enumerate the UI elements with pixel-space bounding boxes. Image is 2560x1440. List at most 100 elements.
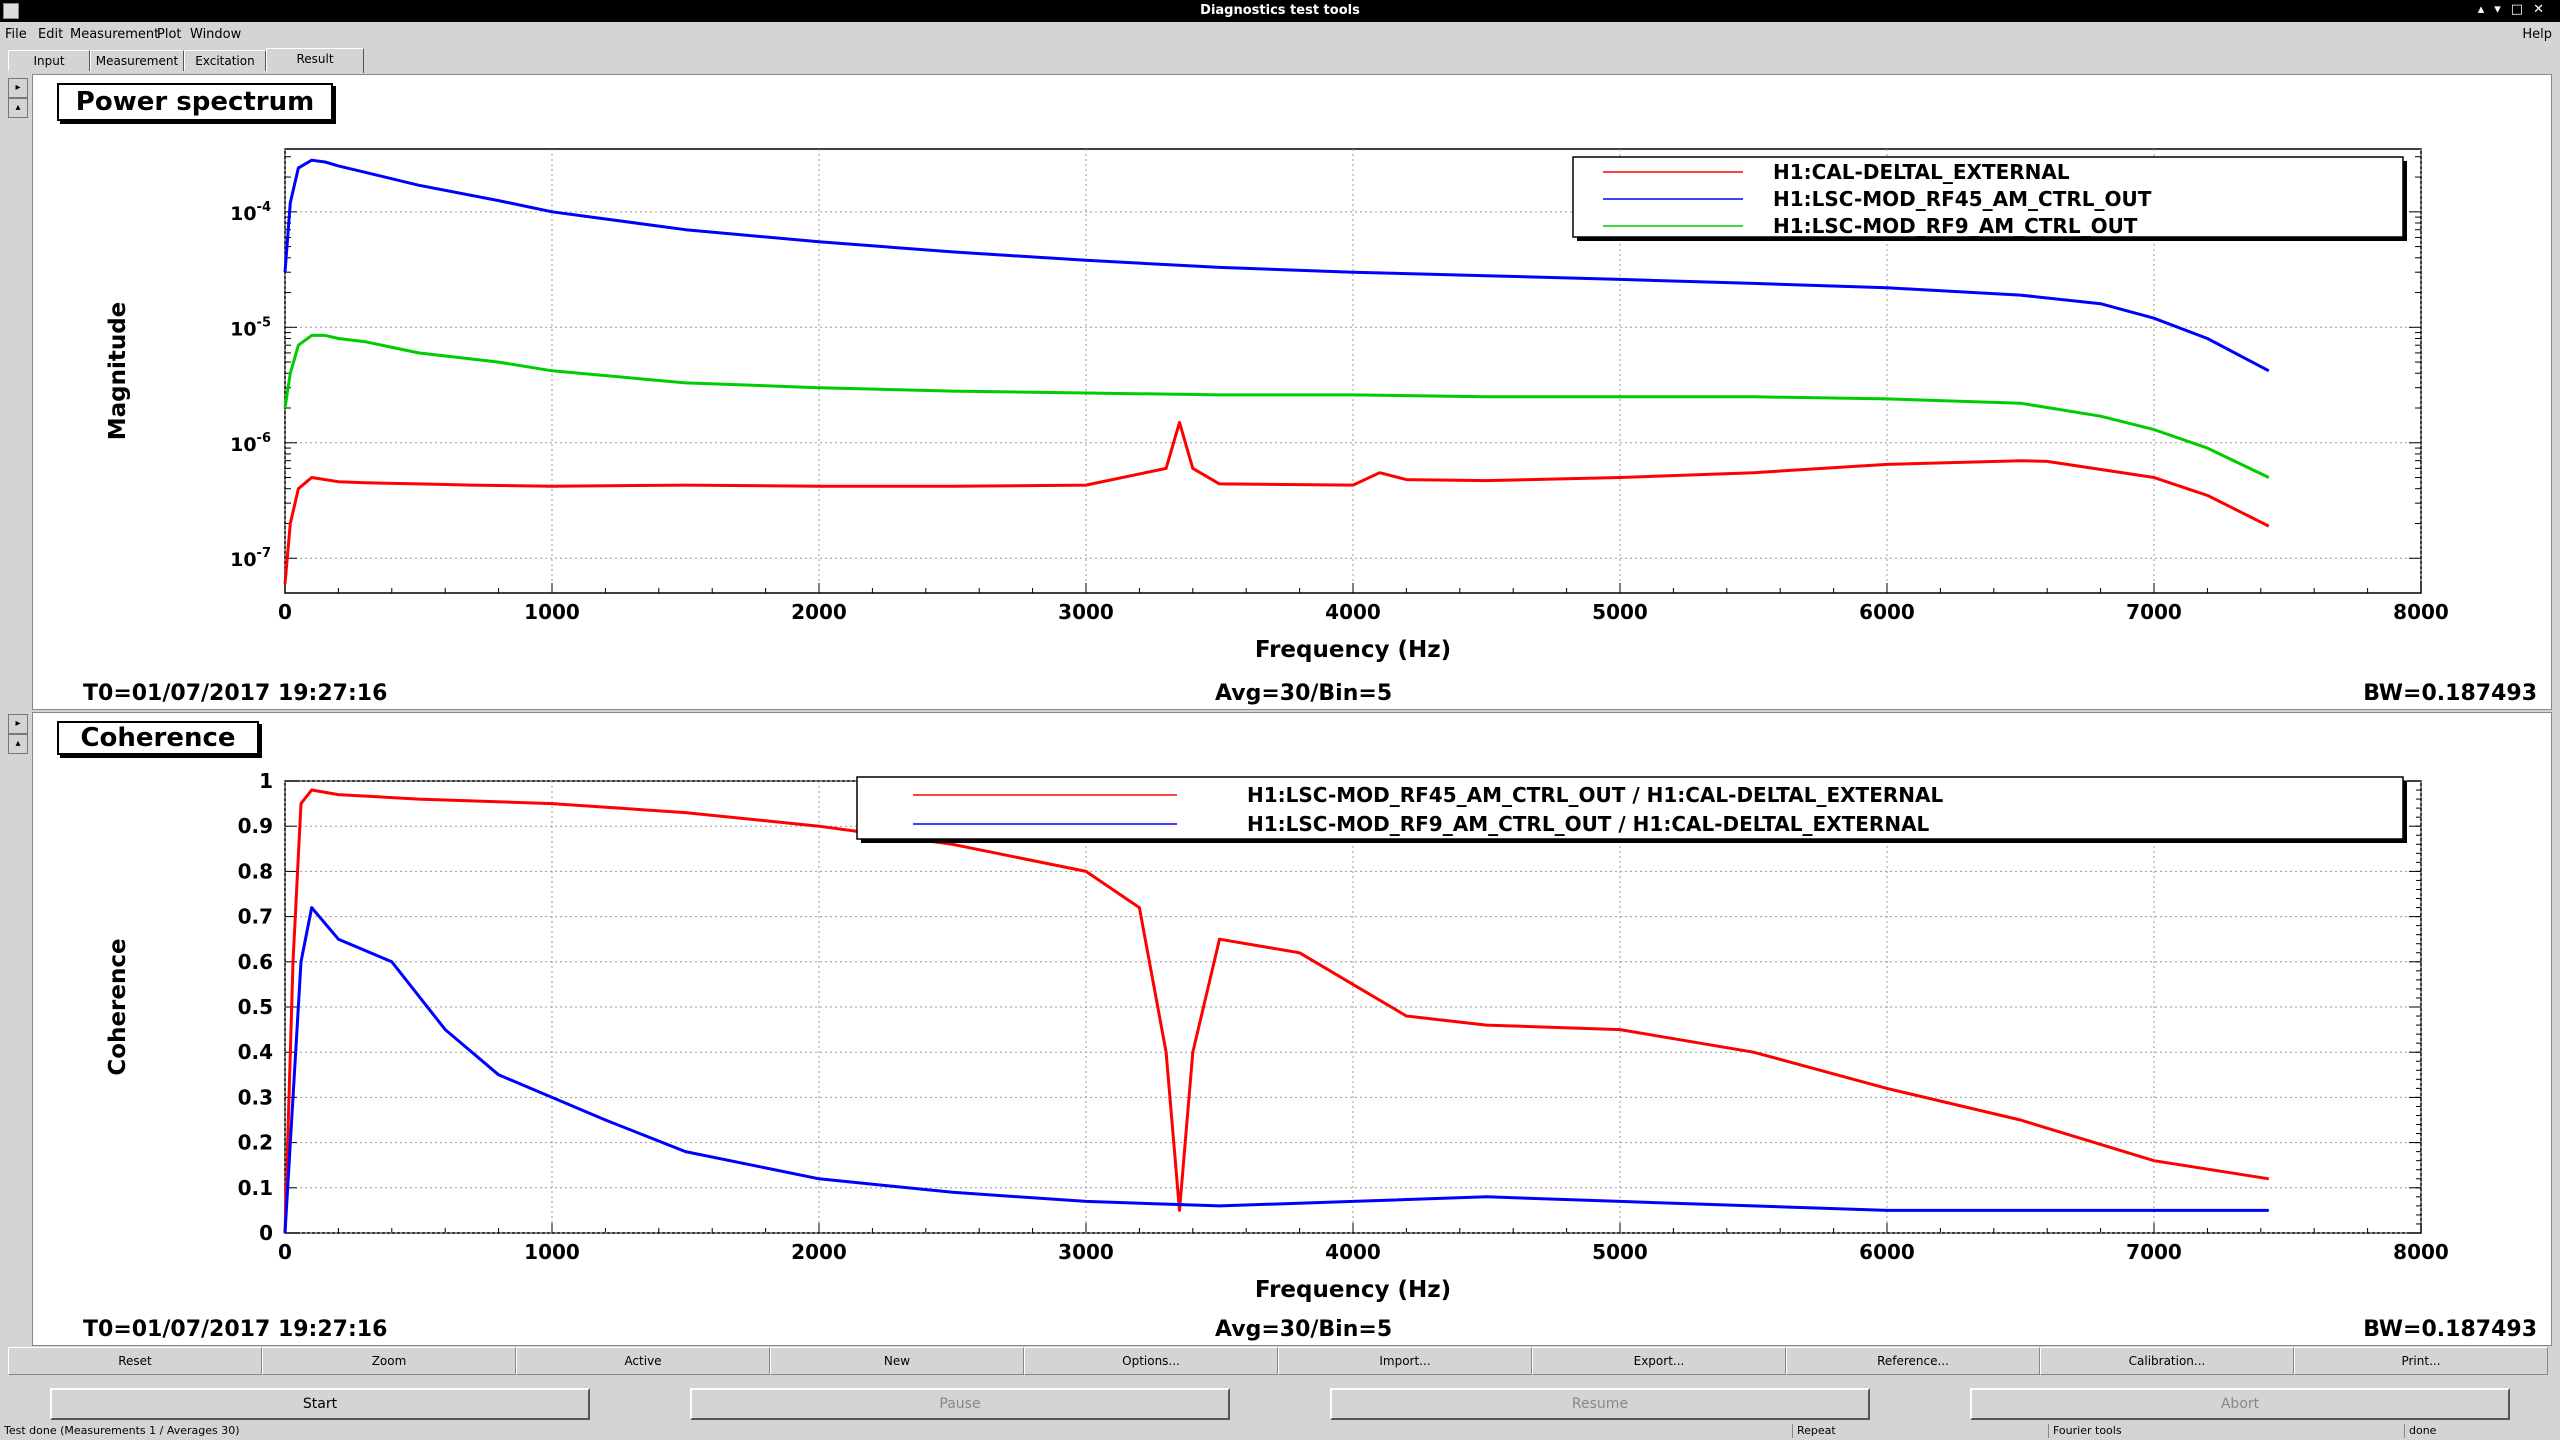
restore-icon[interactable]: □ <box>2510 2 2534 17</box>
new-button[interactable]: New <box>770 1347 1024 1375</box>
power-x-tick-label: 8000 <box>2393 600 2449 624</box>
close-icon[interactable]: ✕ <box>2533 2 2554 17</box>
power-x-tick-label: 5000 <box>1592 600 1648 624</box>
power-avg-label: Avg=30/Bin=5 <box>1215 681 1393 706</box>
coh-y-tick-label: 0.8 <box>238 859 273 883</box>
power-x-tick-label: 2000 <box>791 600 847 624</box>
power-x-tick-label: 0 <box>278 600 292 624</box>
power-x-tick-label: 7000 <box>2126 600 2182 624</box>
coh-x-tick-label: 7000 <box>2126 1240 2182 1264</box>
abort-button[interactable]: Abort <box>1970 1388 2510 1420</box>
power-x-tick-label: 1000 <box>524 600 580 624</box>
reset-button[interactable]: Reset <box>8 1347 262 1375</box>
power-series-line-2 <box>283 333 2270 479</box>
minimize-icon[interactable]: ▴ <box>2477 2 2495 17</box>
app-icon[interactable] <box>3 3 19 19</box>
tab-input[interactable]: Input <box>8 50 90 71</box>
power-t0-label: T0=01/07/2017 19:27:16 <box>83 681 388 706</box>
start-button[interactable]: Start <box>50 1388 590 1420</box>
active-button[interactable]: Active <box>516 1347 770 1375</box>
import-button[interactable]: Import... <box>1278 1347 1532 1375</box>
coherence-panel: Coherence 0 1000 2000 3000 4000 5000 6000 7000 8… <box>32 712 2552 1346</box>
page-title: Power spectrum <box>57 83 333 121</box>
coh-x-tick-label: 8000 <box>2393 1240 2449 1264</box>
maximize-icon[interactable]: ▾ <box>2494 2 2511 17</box>
panel-title: Coherence <box>57 721 259 755</box>
coh-y-tick-label: 0.4 <box>238 1040 273 1064</box>
coh-x-tick-label: 1000 <box>524 1240 580 1264</box>
window-title: Diagnostics test tools <box>1200 3 1360 18</box>
panel1-collapse-icon[interactable]: ▴ <box>8 98 28 118</box>
menu-bar: File Edit Measurement Plot Window Help <box>0 23 2560 45</box>
power-legend-label-2: H1:LSC-MOD_RF9_AM_CTRL_OUT <box>1773 214 2138 238</box>
tab-bar: Input Measurement Excitation Result <box>0 48 2560 73</box>
menu-file[interactable]: File <box>5 27 27 42</box>
plot-button-row: Reset Zoom Active New Options... Import.… <box>8 1347 2552 1375</box>
power-legend-label-0: H1:CAL-DELTAL_EXTERNAL <box>1773 160 2070 184</box>
menu-plot[interactable]: Plot <box>157 27 182 42</box>
panel2-collapse-icon[interactable]: ▴ <box>8 734 28 754</box>
coh-x-tick-label: 4000 <box>1325 1240 1381 1264</box>
coh-x-tick-label: 3000 <box>1058 1240 1114 1264</box>
status-fourier: Fourier tools <box>2048 1424 2122 1438</box>
panel1-expand-icon[interactable]: ▸ <box>8 78 28 98</box>
power-legend-label-1: H1:LSC-MOD_RF45_AM_CTRL_OUT <box>1773 187 2152 211</box>
title-bar: Diagnostics test tools ▴▾□✕ <box>0 0 2560 22</box>
status-bar: Test done (Measurements 1 / Averages 30)… <box>0 1422 2560 1440</box>
options-button[interactable]: Options... <box>1024 1347 1278 1375</box>
coh-y-tick-label: 1 <box>259 769 273 793</box>
menu-window[interactable]: Window <box>190 27 242 42</box>
tab-result[interactable]: Result <box>266 48 364 73</box>
status-repeat: Repeat <box>1792 1424 1836 1438</box>
coh-y-tick-label: 0.1 <box>238 1176 273 1200</box>
power-series-line-1 <box>283 158 2270 373</box>
power-x-tick-label: 6000 <box>1859 600 1915 624</box>
coh-x-tick-label: 6000 <box>1859 1240 1915 1264</box>
coh-avg-label: Avg=30/Bin=5 <box>1215 1317 1393 1342</box>
coh-y-tick-label: 0.2 <box>238 1131 273 1155</box>
power-y-tick-label: 10-7 <box>230 546 271 571</box>
coh-legend-label-0: H1:LSC-MOD_RF45_AM_CTRL_OUT / H1:CAL-DEL… <box>1247 783 1943 807</box>
power-y-tick-label: 10-5 <box>230 315 271 340</box>
tab-excitation[interactable]: Excitation <box>184 50 266 71</box>
power-spectrum-chart[interactable]: 0 1000 2000 3000 4000 5000 6000 7000 8000 10-7 10-… <box>33 75 2551 709</box>
reference-button[interactable]: Reference... <box>1786 1347 2040 1375</box>
power-y-axis-label: Magnitude <box>105 302 131 441</box>
window-controls: ▴▾□✕ <box>2478 2 2554 17</box>
coh-y-tick-label: 0.5 <box>238 995 273 1019</box>
menu-edit[interactable]: Edit <box>38 27 64 42</box>
power-y-tick-label: 10-4 <box>230 200 271 225</box>
coh-legend-label-1: H1:LSC-MOD_RF9_AM_CTRL_OUT / H1:CAL-DELT… <box>1247 812 1930 836</box>
status-message: Test done (Measurements 1 / Averages 30) <box>4 1424 240 1437</box>
panel2-expand-icon[interactable]: ▸ <box>8 714 28 734</box>
pause-button[interactable]: Pause <box>690 1388 1230 1420</box>
menu-measurement[interactable]: Measurement <box>70 27 160 42</box>
coh-y-axis-label: Coherence <box>105 938 131 1075</box>
resume-button[interactable]: Resume <box>1330 1388 1870 1420</box>
calibration-button[interactable]: Calibration... <box>2040 1347 2294 1375</box>
coh-y-tick-label: 0.7 <box>238 905 273 929</box>
power-x-tick-label: 3000 <box>1058 600 1114 624</box>
coh-y-tick-label: 0.6 <box>238 950 273 974</box>
power-x-axis-label: Frequency (Hz) <box>1255 637 1451 663</box>
coh-y-tick-label: 0.3 <box>238 1085 273 1109</box>
menu-help[interactable]: Help <box>2522 27 2552 42</box>
zoom-button[interactable]: Zoom <box>262 1347 516 1375</box>
export-button[interactable]: Export... <box>1532 1347 1786 1375</box>
power-y-tick-label: 10-6 <box>230 431 271 456</box>
power-bw-label: BW=0.187493 <box>2363 681 2537 706</box>
coh-t0-label: T0=01/07/2017 19:27:16 <box>83 1317 388 1342</box>
print-button[interactable]: Print... <box>2294 1347 2548 1375</box>
power-legend-box <box>1572 156 2404 238</box>
coh-legend-box <box>856 776 2404 840</box>
power-spectrum-panel: Power spectrum 0 1000 2000 3000 4000 5000 6000… <box>32 74 2552 710</box>
status-done: done <box>2404 1424 2436 1438</box>
coherence-chart[interactable]: 0 1000 2000 3000 4000 5000 6000 7000 8000 0 0.1 0.2… <box>33 713 2551 1345</box>
coh-x-tick-label: 5000 <box>1592 1240 1648 1264</box>
tab-measurement[interactable]: Measurement <box>90 50 184 71</box>
coh-y-tick-label: 0 <box>259 1221 273 1245</box>
coh-x-tick-label: 0 <box>278 1240 292 1264</box>
power-series-line-0 <box>283 420 2270 585</box>
coh-x-axis-label: Frequency (Hz) <box>1255 1277 1451 1303</box>
coh-bw-label: BW=0.187493 <box>2363 1317 2537 1342</box>
